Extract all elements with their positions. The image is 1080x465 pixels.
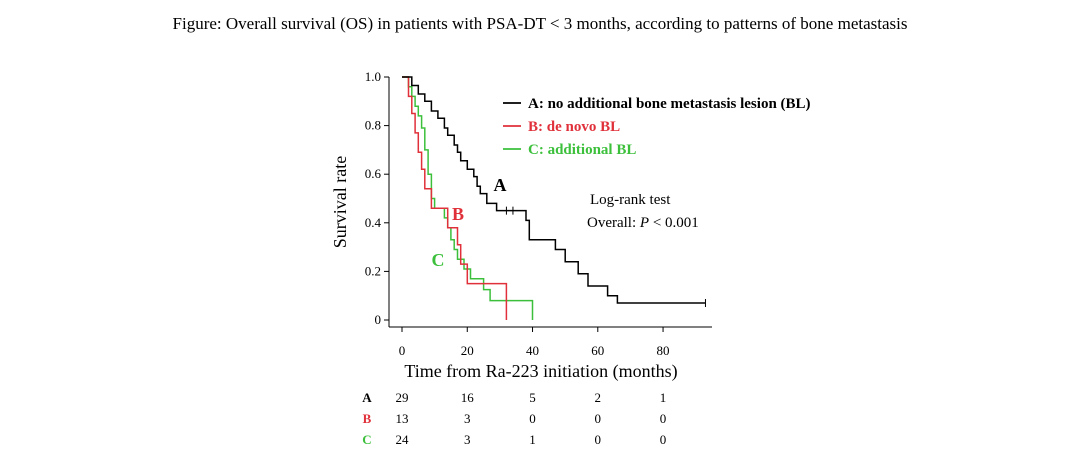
risk-count: 0 [660, 432, 667, 447]
x-axis-title: Time from Ra-223 initiation (months) [404, 361, 677, 382]
risk-count: 0 [595, 432, 602, 447]
legend-label-B: B: de novo BL [528, 119, 620, 135]
y-tick-label: 0.2 [365, 263, 381, 278]
y-tick-label: 0.8 [365, 118, 381, 133]
x-tick-label: 20 [461, 343, 474, 358]
y-axis-title: Survival rate [330, 156, 350, 248]
risk-count: 29 [396, 390, 409, 405]
curve-label-B: B [452, 204, 464, 224]
y-tick-label: 0.6 [365, 166, 382, 181]
overall-p-value: Overall: P < 0.001 [587, 215, 699, 231]
risk-count: 0 [660, 411, 667, 426]
y-tick-label: 0 [375, 312, 382, 327]
survival-curves [402, 76, 706, 320]
risk-count: 3 [464, 432, 471, 447]
survival-curve-B [402, 76, 508, 320]
risk-row-label-C: C [362, 432, 371, 447]
figure-title: Figure: Overall survival (OS) in patient… [172, 14, 908, 33]
risk-count: 13 [396, 411, 409, 426]
risk-row-label-A: A [362, 390, 372, 405]
risk-count: 0 [595, 411, 602, 426]
y-ticks: 0 0.2 0.4 0.6 0.8 1.0 [365, 69, 389, 327]
p-value: < 0.001 [649, 215, 699, 231]
risk-count: 0 [529, 411, 536, 426]
risk-count: 24 [396, 432, 410, 447]
curve-labels: A B C [432, 175, 507, 270]
risk-count: 16 [461, 390, 475, 405]
p-symbol: P [639, 215, 649, 231]
survival-curve-A [402, 76, 706, 304]
x-tick-label: 40 [526, 343, 539, 358]
legend-label-C: C: additional BL [528, 142, 636, 158]
x-tick-label: 0 [399, 343, 406, 358]
x-ticks: 0 20 40 60 80 [399, 327, 670, 358]
log-rank-annotation: Log-rank test Overall: P < 0.001 [587, 192, 699, 231]
risk-count: 2 [595, 390, 602, 405]
legend-label-A: A: no additional bone metastasis lesion … [528, 96, 811, 112]
log-rank-test-label: Log-rank test [590, 192, 671, 208]
axes: 0 0.2 0.4 0.6 0.8 1.0 0 20 40 60 80 [365, 69, 712, 358]
y-tick-label: 0.4 [365, 215, 382, 230]
curve-label-A: A [494, 175, 507, 195]
risk-count: 1 [660, 390, 667, 405]
numbers-at-risk-table: A 29 16 5 2 1 B 13 3 0 0 0 C 24 3 1 0 0 [362, 390, 666, 447]
risk-count: 3 [464, 411, 471, 426]
x-tick-label: 80 [657, 343, 670, 358]
curve-label-C: C [432, 250, 445, 270]
x-tick-label: 60 [591, 343, 604, 358]
risk-count: 1 [529, 432, 536, 447]
risk-count: 5 [529, 390, 536, 405]
overall-prefix: Overall: [587, 215, 640, 231]
legend: A: no additional bone metastasis lesion … [503, 96, 811, 158]
risk-row-label-B: B [363, 411, 372, 426]
y-tick-label: 1.0 [365, 69, 381, 84]
